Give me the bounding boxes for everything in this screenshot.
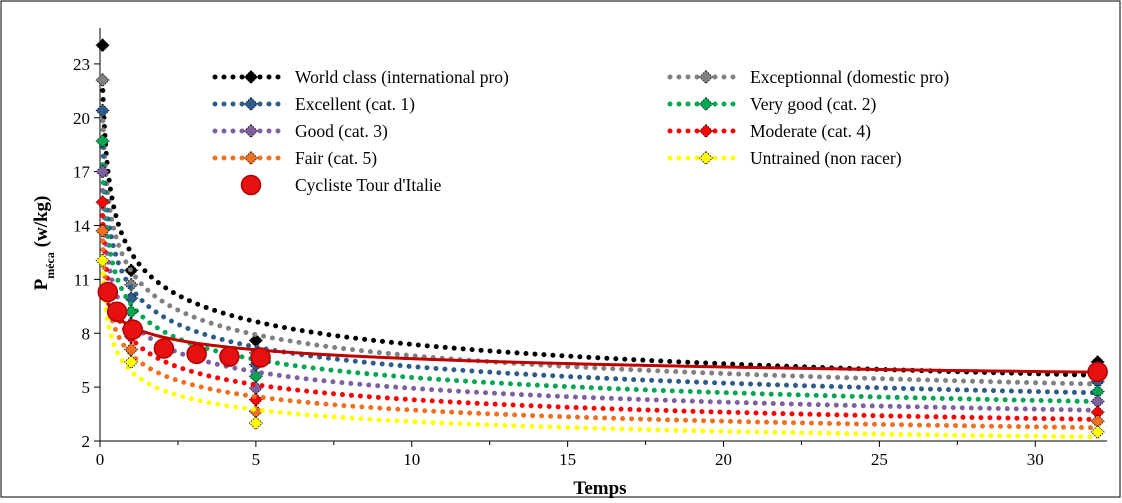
legend-marker (698, 150, 714, 166)
legend-label: Excellent (cat. 1) (295, 94, 415, 114)
series-marker (248, 415, 263, 431)
series-marker (95, 253, 110, 268)
series-marker (95, 73, 110, 88)
x-tick-label: 0 (96, 450, 105, 469)
athlete-point (122, 319, 143, 340)
x-tick-label: 10 (403, 450, 420, 469)
legend-marker (698, 96, 714, 112)
series-marker (1090, 424, 1105, 440)
y-tick-label: 2 (82, 432, 91, 451)
legend: World class (international pro) Exception… (212, 67, 949, 196)
y-tick-label: 17 (73, 163, 91, 182)
series-marker (124, 354, 139, 370)
series-marker (95, 38, 110, 53)
y-tick-label: 8 (82, 324, 91, 343)
x-tick-label: 25 (871, 450, 888, 469)
athlete-point (186, 343, 207, 365)
legend-label: Cycliste Tour d'Italie (295, 175, 442, 195)
y-tick-label: 5 (82, 378, 91, 397)
legend-marker (698, 123, 714, 139)
legend-athlete-marker (240, 174, 262, 196)
series-curve (100, 79, 1101, 378)
series-marker (95, 195, 110, 210)
series-marker (95, 164, 110, 179)
series-curve (100, 162, 1101, 405)
legend-label: Moderate (cat. 4) (750, 121, 871, 141)
x-tick-label: 15 (559, 450, 576, 469)
legend-label: Fair (cat. 5) (295, 148, 377, 168)
athlete-point (219, 346, 240, 367)
athlete-layer (97, 281, 1108, 383)
series-marker (95, 134, 110, 149)
legend-label: Good (cat. 3) (295, 121, 388, 141)
x-axis-title: Temps (573, 478, 626, 498)
series-marker (95, 103, 110, 118)
series-marker (95, 223, 110, 238)
series-marker (248, 333, 263, 348)
athlete-point (250, 347, 271, 368)
legend-label: Very good (cat. 2) (750, 94, 877, 114)
y-tick-label: 23 (73, 55, 90, 74)
y-axis-title-unit: (w/kg) (31, 196, 52, 252)
series-marker (1090, 394, 1105, 409)
x-tick-label: 5 (252, 450, 261, 469)
athlete-point (106, 301, 128, 322)
series-curve (100, 213, 1101, 422)
legend-marker (243, 150, 259, 166)
series-marker (248, 392, 263, 407)
y-tick-label: 20 (73, 109, 90, 128)
athlete-point (1087, 361, 1108, 383)
x-tick-label: 30 (1027, 450, 1044, 469)
x-tick-label: 20 (715, 450, 732, 469)
y-axis-title-main: P (31, 278, 52, 290)
y-axis-title-sub: méca (43, 252, 57, 279)
series-marker (1090, 405, 1105, 420)
athlete-point (153, 338, 175, 359)
y-axis-title: Pméca (w/kg) (31, 196, 57, 291)
legend-marker (243, 96, 259, 112)
series-marker (1090, 414, 1105, 429)
legend-marker (243, 123, 259, 139)
y-tick-label: 11 (74, 270, 90, 289)
legend-label: Untrained (non racer) (750, 148, 902, 168)
legend-marker (243, 69, 259, 85)
series-marker (124, 342, 139, 357)
legend-label: World class (international pro) (295, 67, 509, 87)
series-marker (1090, 384, 1105, 399)
legend-marker (698, 69, 714, 85)
series-curve (100, 262, 1101, 440)
y-tick-label: 14 (73, 217, 91, 236)
athlete-point (97, 281, 119, 303)
legend-label: Exceptionnal (domestic pro) (750, 67, 949, 87)
